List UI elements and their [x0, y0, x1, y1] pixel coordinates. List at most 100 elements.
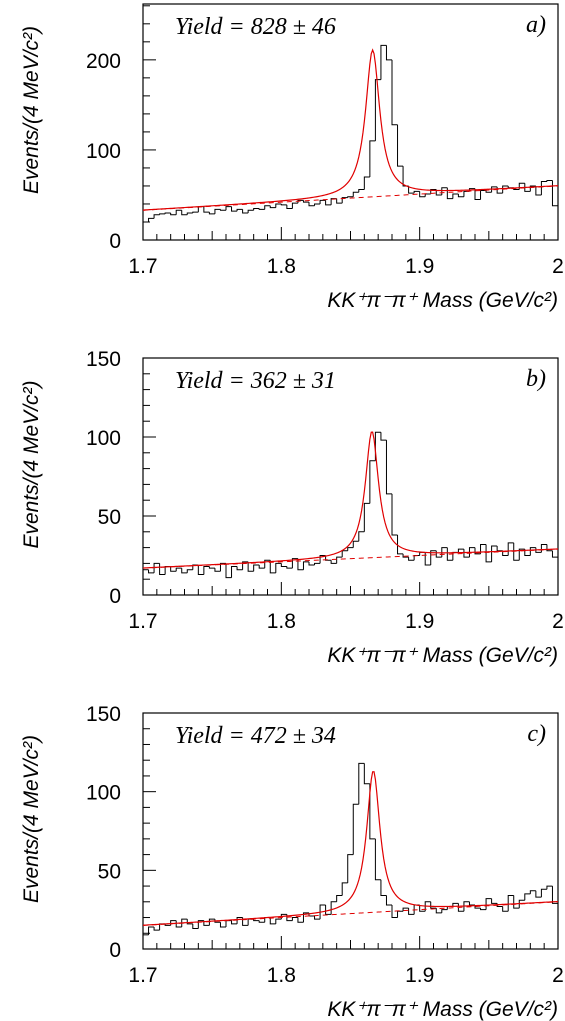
histogram-bin	[175, 567, 182, 572]
y-tick-label: 150	[86, 348, 121, 371]
total-fit-curve	[142, 771, 559, 926]
histogram-bin	[463, 549, 470, 558]
histogram-bin	[463, 190, 470, 197]
histogram-bin	[352, 540, 359, 548]
histogram-bin	[197, 920, 204, 929]
histogram-bin	[302, 912, 309, 923]
histogram-bin	[424, 901, 431, 912]
yield-annotation: Yield = 362 ± 31	[175, 368, 336, 394]
y-tick-label: 0	[109, 230, 121, 253]
histogram-bin	[297, 917, 304, 923]
histogram-bin	[341, 550, 348, 558]
y-tick-label: 50	[98, 860, 121, 883]
histogram-bin	[397, 910, 404, 918]
histogram-bin	[258, 920, 265, 923]
histogram-bin	[496, 186, 503, 194]
histogram-bin	[446, 547, 453, 561]
histogram-bin	[225, 206, 232, 211]
histogram-bin	[347, 854, 354, 883]
histogram-bin	[175, 209, 182, 215]
x-axis-label: KK⁺π⁻π⁺ Mass (GeV/c²)	[327, 644, 558, 667]
histogram-bin	[325, 904, 332, 915]
histogram-bin	[430, 189, 437, 195]
histogram-bin	[286, 566, 293, 569]
histogram-bin	[242, 209, 249, 214]
x-tick-label: 2	[552, 964, 564, 987]
histogram-bin	[236, 566, 243, 571]
histogram-bin	[214, 919, 221, 923]
histogram-bin	[480, 543, 487, 554]
histogram-bin	[496, 546, 503, 552]
histogram-bin	[170, 566, 177, 572]
histogram-bin	[535, 890, 542, 898]
histogram-bin	[275, 203, 282, 208]
histogram-bin	[219, 562, 226, 572]
histogram-bin	[203, 566, 210, 575]
x-tick-label: 2	[552, 255, 564, 278]
histogram-bin	[352, 803, 359, 855]
histogram-bin	[358, 762, 365, 805]
histogram-bin	[214, 568, 221, 572]
x-tick-label: 1.8	[267, 255, 296, 278]
histogram-bin	[319, 555, 326, 564]
histogram-bin	[291, 202, 298, 209]
histogram-bin	[491, 898, 498, 904]
histogram-bin	[546, 885, 553, 890]
y-tick-label: 0	[109, 585, 121, 608]
histogram-bin	[391, 493, 398, 536]
y-tick-label: 50	[98, 506, 121, 529]
histogram-bin	[529, 547, 536, 556]
yield-annotation: Yield = 472 ± 34	[175, 723, 336, 749]
histogram-bin	[297, 199, 304, 204]
histogram-bin	[275, 562, 282, 573]
histogram-bin	[380, 879, 387, 897]
histogram-bin	[546, 180, 553, 182]
histogram-bin	[485, 898, 492, 910]
histogram-bin	[153, 926, 160, 931]
histogram-bin	[424, 193, 431, 197]
histogram-bin	[269, 560, 276, 574]
histogram-bin	[402, 166, 409, 187]
histogram-bin	[231, 206, 238, 212]
histogram-bin	[164, 566, 171, 575]
x-axis-label: KK⁺π⁻π⁺ Mass (GeV/c²)	[327, 289, 558, 312]
histogram-bin	[319, 199, 326, 204]
histogram-bin	[402, 553, 409, 558]
histogram-bin	[297, 558, 304, 571]
histogram-bin	[435, 189, 442, 196]
histogram-bin	[352, 191, 359, 197]
panel-label: a)	[526, 12, 546, 38]
histogram-bin	[253, 919, 260, 922]
x-tick-label: 2	[552, 610, 564, 633]
histogram-bin	[280, 563, 287, 568]
histogram-bin	[153, 562, 160, 573]
histogram-bin	[247, 209, 254, 213]
histogram-bin	[148, 926, 155, 935]
histogram-bin	[507, 542, 514, 556]
histogram-bin	[452, 193, 459, 199]
histogram-bin	[540, 888, 547, 898]
histogram-bin	[480, 189, 487, 200]
histogram-bin	[535, 185, 542, 196]
histogram-bin	[192, 211, 199, 213]
yield-annotation: Yield = 828 ± 46	[175, 14, 336, 40]
histogram-bin	[247, 561, 254, 572]
histogram-bin	[474, 547, 481, 555]
histogram-bin	[341, 197, 348, 204]
histogram-bin	[385, 895, 392, 906]
histogram-bin	[347, 196, 354, 198]
y-tick-label: 100	[86, 140, 121, 163]
histogram-bin	[529, 890, 536, 894]
histogram-bin	[480, 908, 487, 911]
histogram-bin	[336, 556, 343, 564]
histogram-bin	[181, 210, 188, 216]
histogram-bin	[231, 566, 238, 578]
histogram-bin	[446, 187, 453, 200]
histogram-bin	[186, 919, 193, 925]
histogram-bin	[380, 44, 387, 80]
histogram-bin	[314, 915, 321, 920]
x-tick-label: 1.9	[405, 610, 434, 633]
panel-label: b)	[526, 366, 546, 392]
histogram-bin	[269, 917, 276, 925]
